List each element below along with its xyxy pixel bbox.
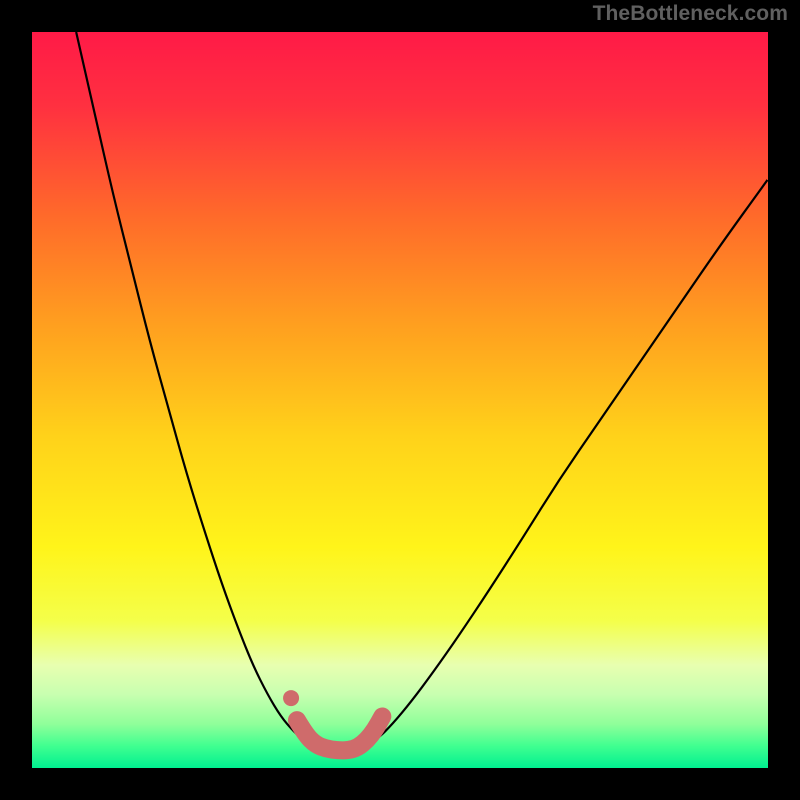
chart-background-gradient: [32, 32, 768, 768]
valley-marker-dot: [283, 690, 299, 706]
chart-canvas: [0, 0, 800, 800]
